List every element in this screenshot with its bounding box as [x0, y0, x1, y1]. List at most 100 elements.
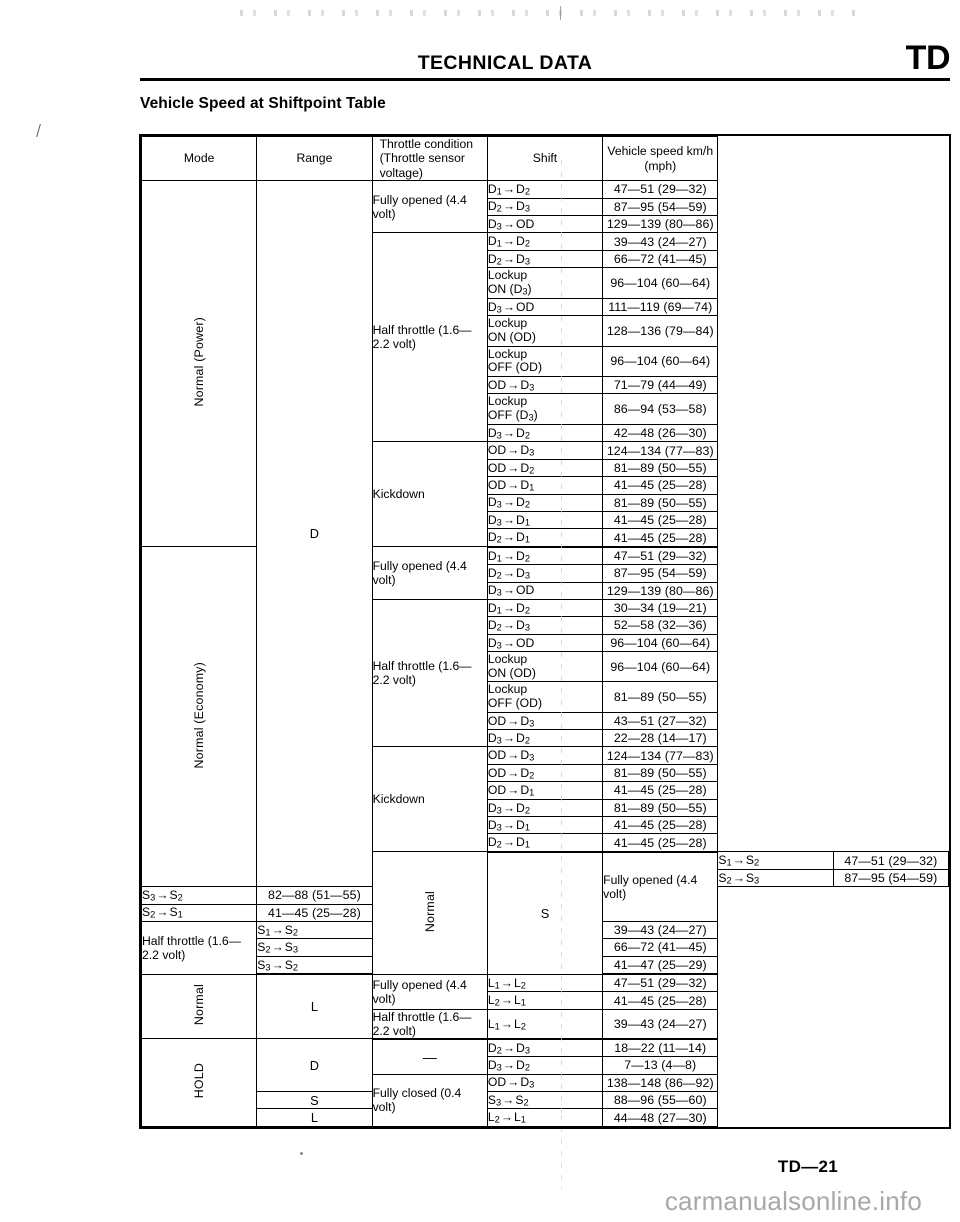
- shift-cell: D3→D2: [486, 493, 604, 512]
- table-row: D3→D2 22—28 (14—17): [142, 729, 949, 748]
- range-cell-s: S: [486, 851, 604, 975]
- table-row: Kickdown OD→D3 124—134 (77—83): [142, 441, 949, 548]
- throttle-cell-half: Half throttle (1.6—2.2 volt): [371, 598, 488, 748]
- scan-artifact-margin-mark: [36, 124, 49, 137]
- table-row: Lockup OFF (D3) 86—94 (53—58): [142, 393, 949, 425]
- range-cell-l: L: [256, 973, 373, 1040]
- speed-cell: 81—89 (50—55): [602, 798, 719, 818]
- table-row: D2→D3 87—95 (54—59): [142, 197, 949, 216]
- speed-cell: 30—34 (19—21): [602, 598, 719, 618]
- shift-cell: D2→D3: [486, 1038, 604, 1058]
- table-row: OD→D1 41—45 (25—28): [142, 781, 949, 800]
- speed-cell: 47—51 (29—32): [602, 973, 719, 993]
- shift-cell: D3→OD: [486, 297, 604, 317]
- shift-cell-lockup: Lockup OFF (D3): [486, 393, 604, 425]
- watermark: carmanualsonline.info: [664, 1186, 922, 1216]
- speed-cell: 87—95 (54—59): [832, 868, 950, 888]
- table-row: Normal (Economy) Fully opened (4.4 volt)…: [140, 546, 949, 888]
- shift-cell: L1→L2: [486, 973, 604, 993]
- table-row: Half throttle (1.6—2.2 volt) D1→D2 39—43…: [142, 232, 949, 443]
- shift-cell: D3→D2: [486, 729, 604, 748]
- throttle-cell-half: Half throttle (1.6—2.2 volt): [140, 920, 258, 975]
- column-header-shift: Shift: [486, 135, 604, 182]
- shift-cell: OD→D3: [486, 375, 604, 395]
- speed-cell: 41—45 (25—28): [602, 991, 719, 1010]
- table-row: Lockup OFF (OD) 81—89 (50—55): [142, 681, 949, 713]
- shift-cell: D1→D2: [486, 546, 604, 566]
- table-row: D3→D2 42—48 (26—30): [142, 423, 949, 443]
- mode-cell-normal-l: Normal: [140, 973, 258, 1040]
- page-number: TD—21: [777, 1157, 838, 1176]
- speed-cell: 42—48 (26—30): [602, 423, 719, 443]
- speed-cell: 71—79 (44—49): [602, 375, 719, 395]
- table-header-row: Mode Range Throttle condition (Throttle …: [140, 135, 949, 182]
- table-row: Normal S Fully opened (4.4 volt) S1→S2 4…: [142, 851, 950, 975]
- shift-cell: L2→L1: [486, 991, 604, 1010]
- shift-cell: OD→D3: [486, 441, 604, 460]
- table-row: Kickdown OD→D3 124—134 (77—83): [142, 746, 949, 853]
- table-row: D2→D3 66—72 (41—45): [142, 249, 949, 269]
- throttle-header-line2: (Throttle sensor voltage): [379, 151, 465, 180]
- shift-cell: S2→S3: [256, 938, 373, 957]
- header-divider: [140, 78, 950, 81]
- table-row: OD→D1 41—45 (25—28): [142, 476, 949, 495]
- column-header-vehicle-speed: Vehicle speed km/h (mph): [602, 135, 719, 182]
- shift-cell: OD→D1: [486, 781, 604, 800]
- speed-cell: 66—72 (41—45): [602, 249, 719, 269]
- column-header-mode: Mode: [140, 135, 258, 182]
- shift-cell-lockup: Lockup OFF (OD): [486, 681, 604, 713]
- shift-cell: L1→L2: [486, 1008, 604, 1040]
- table-body: Normal (Power) D Fully opened (4.4 volt)…: [140, 180, 950, 1127]
- table-row: OD→D2 81—89 (50—55): [142, 458, 949, 478]
- shift-cell: D3→D1: [486, 510, 604, 530]
- speed-cell: 81—89 (50—55): [602, 458, 719, 478]
- mode-cell-economy: Normal (Economy): [140, 546, 258, 888]
- mode-cell-normal-s: Normal: [371, 851, 488, 975]
- column-header-throttle-condition: Throttle condition (Throttle sensor volt…: [371, 135, 488, 182]
- mode-cell-power: Normal (Power): [140, 180, 258, 548]
- speed-cell: 41—45 (25—28): [256, 903, 373, 922]
- page-title: TECHNICAL DATA: [417, 52, 593, 74]
- table-row: D3→D1 41—45 (25—28): [142, 816, 949, 835]
- speed-cell: 39—43 (24—27): [602, 232, 719, 251]
- table-row: Normal L Fully opened (4.4 volt) L1→L2 4…: [140, 973, 949, 1040]
- speed-cell: 47—51 (29—32): [602, 180, 719, 199]
- speed-cell: 47—51 (29—32): [832, 851, 950, 870]
- shift-cell: S2→S1: [140, 903, 258, 922]
- speed-cell: 81—89 (50—55): [602, 493, 719, 512]
- table-row: Lockup ON (D3) 96—104 (60—64): [142, 267, 949, 299]
- table-row: D3→D1 41—45 (25—28): [142, 510, 949, 530]
- range-cell-d: D: [256, 180, 373, 888]
- speed-cell: 96—104 (60—64): [602, 651, 719, 683]
- shift-cell-lockup: Lockup ON (OD): [486, 651, 604, 683]
- mode-label: HOLD: [192, 1063, 207, 1099]
- table-row: D2→D1 41—45 (25—28): [142, 833, 949, 853]
- speed-cell: 39—43 (24—27): [602, 1008, 719, 1040]
- table-row: Fully closed (0.4 volt) OD→D3 138—148 (8…: [142, 1073, 949, 1127]
- mode-label: Normal (Power): [192, 317, 207, 407]
- speed-cell: 128—136 (79—84): [602, 315, 719, 347]
- column-header-range: Range: [256, 135, 373, 182]
- shift-cell: OD→D2: [486, 458, 604, 478]
- scan-artifact-vertical-dashes-lower: [561, 1115, 562, 1190]
- table-header: Mode Range Throttle condition (Throttle …: [140, 135, 949, 182]
- shift-cell: OD→D1: [486, 476, 604, 495]
- shift-cell: OD→D2: [486, 763, 604, 783]
- speed-cell: 129—139 (80—86): [602, 214, 719, 234]
- table-row: Lockup ON (OD) 96—104 (60—64): [142, 651, 949, 683]
- table-row: D3→OD 96—104 (60—64): [142, 633, 949, 653]
- speed-cell: 41—45 (25—28): [602, 510, 719, 530]
- speed-cell: 111—119 (69—74): [602, 297, 719, 317]
- throttle-header-line1: Throttle condition: [379, 137, 474, 151]
- throttle-cell-half: Half throttle (1.6—2.2 volt): [371, 232, 488, 443]
- speed-cell: 41—45 (25—28): [602, 833, 719, 853]
- table-row: S3→S2 41—47 (25—29): [142, 955, 949, 976]
- speed-cell: 124—134 (77—83): [602, 746, 719, 765]
- mode-label: Normal: [192, 984, 207, 1026]
- speed-cell: 41—45 (25—28): [602, 816, 719, 835]
- mode-label: Normal: [422, 890, 437, 933]
- scan-artifact-dot: [300, 1152, 303, 1155]
- range-cell-s: S: [256, 1091, 373, 1110]
- shift-cell: D2→D3: [486, 616, 604, 635]
- mode-label: Normal (Economy): [192, 661, 207, 769]
